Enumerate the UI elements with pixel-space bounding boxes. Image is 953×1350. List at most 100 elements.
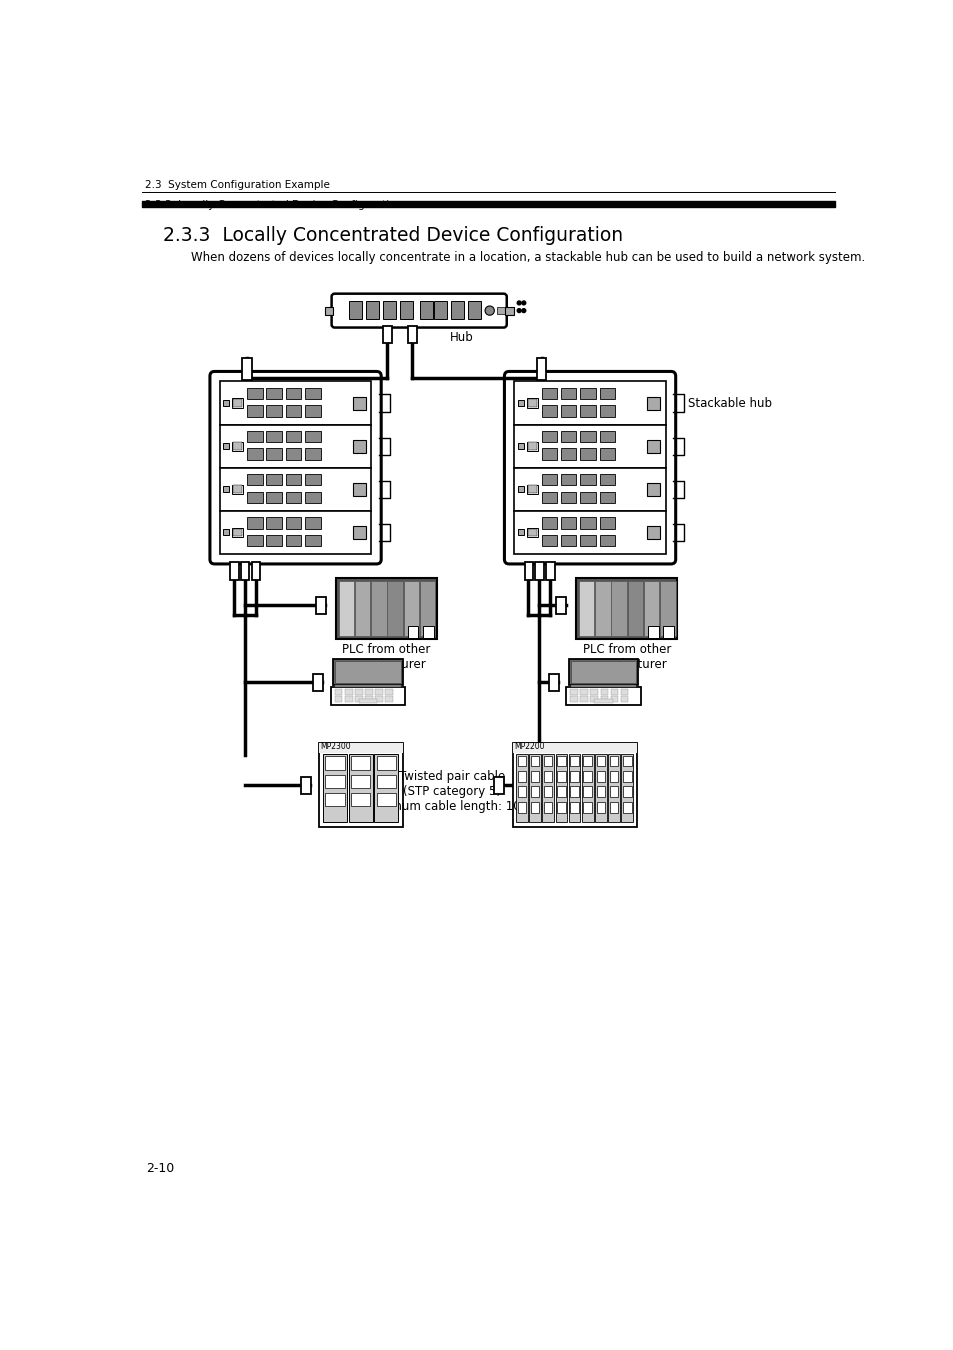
Bar [596,771,604,782]
Bar [560,491,576,504]
Bar [242,358,252,379]
Bar [560,474,576,486]
Bar [517,771,525,782]
Bar [530,787,538,798]
Bar [385,697,393,702]
Bar [387,580,402,636]
Bar [305,387,320,400]
Bar [325,775,344,788]
Bar [344,690,353,695]
Bar [579,431,596,443]
Bar [581,755,593,822]
Bar [527,486,537,493]
Bar [419,580,435,636]
Bar [578,580,594,636]
Bar [560,387,576,400]
Bar [599,387,615,400]
Bar [595,755,606,822]
Bar [571,684,636,687]
Bar [305,517,320,528]
Bar [335,697,342,702]
Bar [355,580,370,636]
Bar [590,697,598,702]
Bar [494,778,504,794]
Bar [530,756,538,767]
Text: PLC from other
manufacturer: PLC from other manufacturer [342,643,431,671]
Bar [599,690,608,695]
Bar [286,387,301,400]
Bar [497,306,514,315]
Bar [313,674,323,691]
Bar [351,794,370,806]
Text: Stackable hub: Stackable hub [687,397,771,409]
Bar [570,802,578,813]
Bar [579,448,596,460]
Bar [407,625,418,637]
Text: 2.3.3  Locally Concentrated Device Configuration: 2.3.3 Locally Concentrated Device Config… [163,227,623,246]
Bar [610,697,618,702]
Text: Hub: Hub [450,331,474,344]
Bar [266,448,282,460]
Bar [300,778,311,794]
Bar [627,580,642,636]
Text: 2.3  System Configuration Example: 2.3 System Configuration Example [145,180,330,190]
Bar [223,486,229,493]
Bar [305,474,320,486]
Bar [596,756,604,767]
Bar [375,697,382,702]
Bar [315,597,326,614]
Text: 2-10: 2-10 [146,1161,174,1174]
Bar [407,325,416,343]
Bar [382,325,392,343]
Bar [596,787,604,798]
Bar [233,528,242,536]
Bar [468,301,480,319]
Bar [570,787,578,798]
Bar [579,491,596,504]
Bar [365,690,373,695]
Bar [541,387,557,400]
Bar [338,580,354,636]
Bar [374,755,397,822]
Bar [541,535,557,547]
Bar [335,684,400,687]
Bar [266,491,282,504]
Bar [286,517,301,528]
Bar [365,697,373,702]
Bar [541,448,557,460]
Bar [241,562,249,580]
Bar [595,580,610,636]
Bar [643,580,659,636]
Bar [376,794,395,806]
Bar [599,448,615,460]
Bar [526,528,537,537]
Bar [542,755,554,822]
Bar [599,474,615,486]
Bar [609,802,618,813]
Bar [223,443,229,450]
Bar [319,744,402,826]
Bar [517,787,525,798]
Bar [514,467,665,510]
Bar [579,690,587,695]
Bar [662,625,674,637]
Bar [220,510,371,554]
Bar [351,756,370,770]
Bar [570,690,578,695]
Bar [333,659,402,684]
Bar [266,405,282,417]
Bar [266,517,282,528]
Bar [557,756,565,767]
Bar [331,687,405,705]
Bar [583,756,592,767]
Bar [568,659,638,684]
Bar [247,405,262,417]
Bar [611,580,626,636]
Bar [325,756,344,770]
Bar [579,517,596,528]
Bar [646,483,659,497]
Bar [419,301,433,319]
Bar [233,441,243,451]
Bar [609,756,618,767]
Bar [620,690,628,695]
